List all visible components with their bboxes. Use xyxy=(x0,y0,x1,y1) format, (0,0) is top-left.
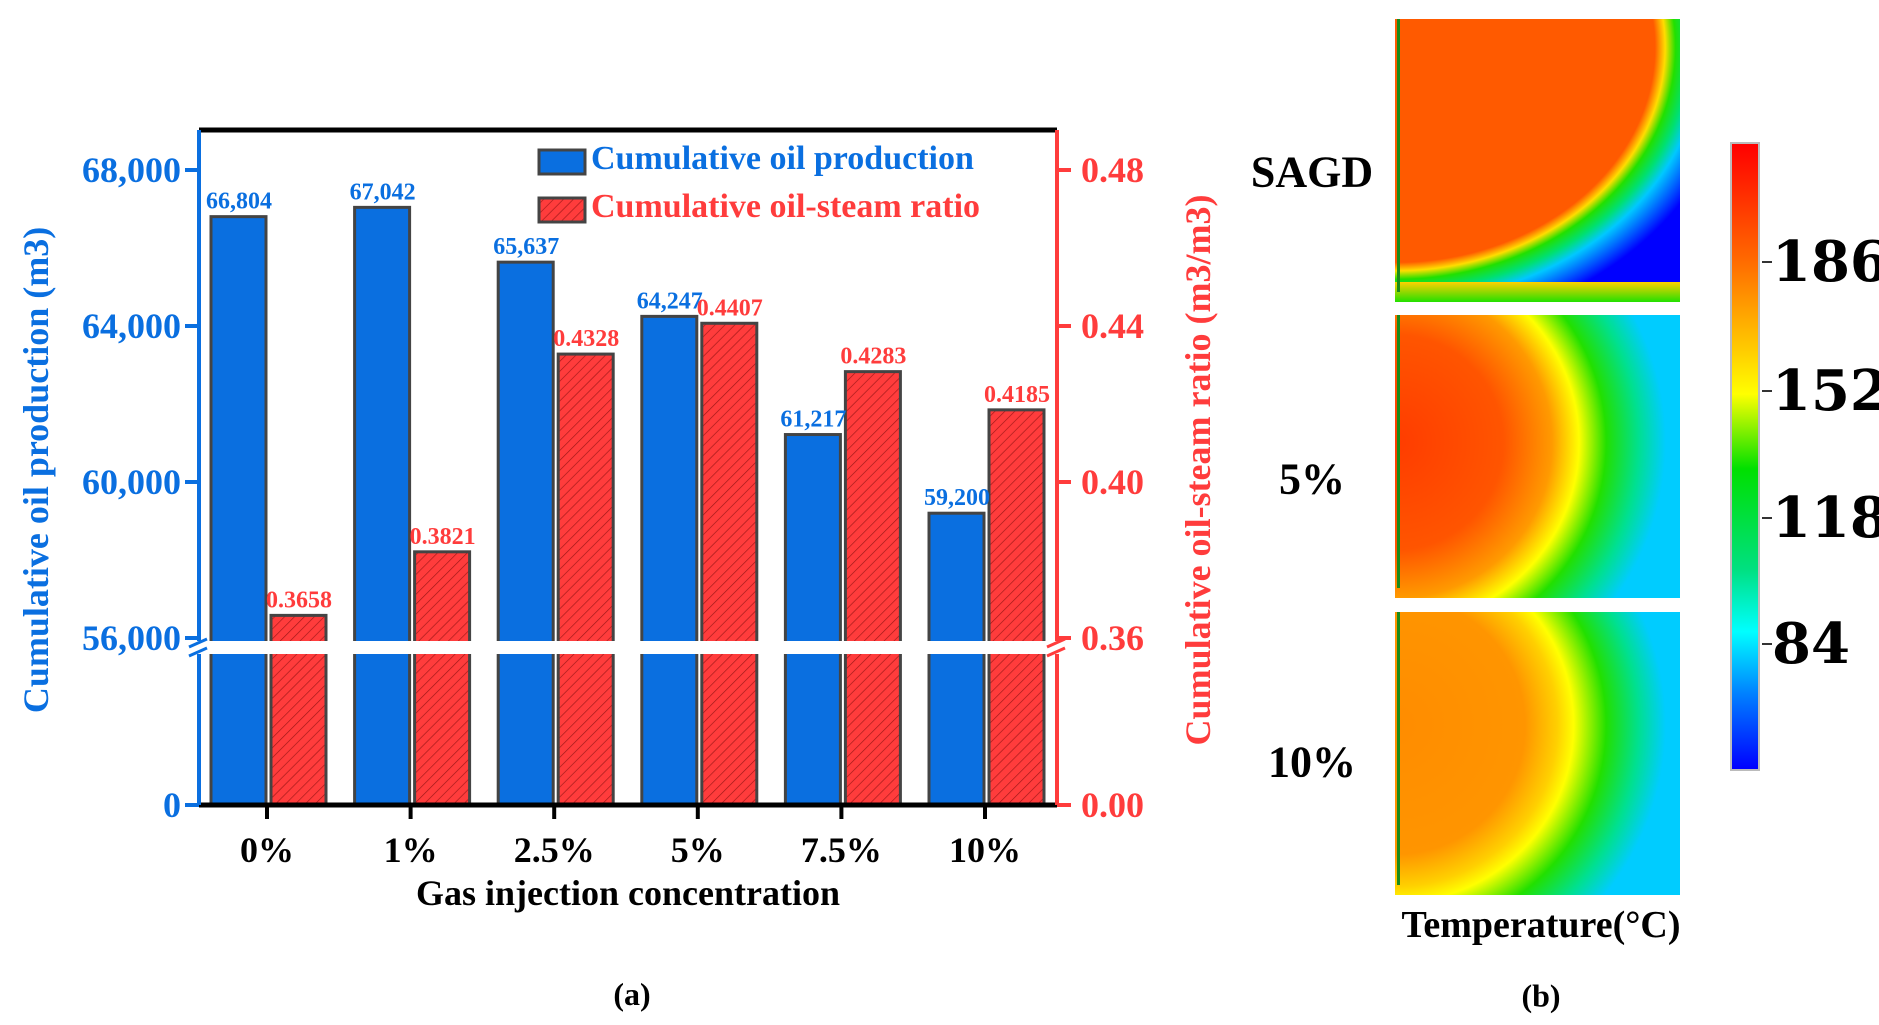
colorbar-label-84: 84 xyxy=(1772,611,1850,677)
colorbar-title: Temperature(°C) xyxy=(1401,904,1681,946)
bar-oil-production xyxy=(496,260,555,807)
data-label-oil-production: 66,804 xyxy=(206,189,272,215)
axis-break-mark-right xyxy=(1046,637,1066,658)
bar-oil-production xyxy=(353,205,412,807)
y-tick-label: 56,000 xyxy=(82,618,181,658)
x-tick-label: 5% xyxy=(671,830,725,870)
colorbar-tick xyxy=(1762,643,1772,645)
x-axis-title: Gas injection concentration xyxy=(416,873,840,913)
data-label-oil-steam-ratio: 0.4328 xyxy=(553,326,619,352)
axis-break-mark-left xyxy=(188,637,208,658)
y-tick-label: 64,000 xyxy=(82,306,181,346)
x-tick-label: 7.5% xyxy=(801,830,882,870)
colorbar-label-152: 152 xyxy=(1772,358,1879,424)
y-tick-label: 68,000 xyxy=(82,150,181,190)
y2-axis-title-text: Cumulative oil-steam ratio (m3/m3) xyxy=(1178,195,1218,746)
colorbar-tick xyxy=(1762,261,1772,263)
data-label-oil-steam-ratio: 0.4283 xyxy=(840,344,906,370)
colorbar-tick xyxy=(1762,517,1772,519)
y2-tick-label: 0.48 xyxy=(1081,150,1144,190)
heatmap-sagd xyxy=(1395,19,1680,302)
colorbar-tick xyxy=(1762,390,1772,392)
data-label-oil-steam-ratio: 0.3658 xyxy=(266,587,332,613)
data-label-oil-production: 59,200 xyxy=(924,485,990,511)
bar-oil-production xyxy=(783,433,842,807)
bar-oil-steam-ratio xyxy=(413,550,472,807)
y2-tick-label: 0.00 xyxy=(1081,785,1144,825)
bar-oil-production xyxy=(209,215,268,807)
bar-oil-production xyxy=(640,314,699,807)
legend-label-oil-production: Cumulative oil production xyxy=(591,140,974,177)
bar-oil-steam-ratio xyxy=(700,321,759,807)
legend-swatch-oil-steam-ratio xyxy=(537,196,587,224)
x-tick-label: 1% xyxy=(384,830,438,870)
bar-chart: 66,804 0.3658 0% 67,042 0.3821 1% 65,637 0.4328… xyxy=(16,127,1218,1012)
x-tick-label: 2.5% xyxy=(514,830,595,870)
bar-oil-steam-ratio xyxy=(556,352,615,807)
heatmap-sagd-bottom-band xyxy=(1395,282,1680,302)
y2-axis-title: Cumulative oil-steam ratio (m3/m3) xyxy=(1178,195,1218,746)
heatmap-5pct xyxy=(1395,315,1680,598)
panel-label-b: (b) xyxy=(1521,977,1561,1014)
data-label-oil-production: 67,042 xyxy=(350,179,416,205)
heatmap-10pct xyxy=(1395,612,1680,895)
x-tick-label: 10% xyxy=(949,830,1021,870)
colorbar xyxy=(1730,142,1760,771)
colorbar-label-118: 118 xyxy=(1772,485,1879,551)
data-label-oil-steam-ratio: 0.4185 xyxy=(984,382,1050,408)
y-tick-label: 60,000 xyxy=(82,462,181,502)
y2-tick-label: 0.44 xyxy=(1081,306,1144,346)
well-line xyxy=(1397,315,1400,588)
heatmap-label-10pct: 10% xyxy=(1268,737,1356,787)
data-label-oil-production: 64,247 xyxy=(637,288,703,314)
y2-tick-label: 0.36 xyxy=(1081,618,1144,658)
heatmap-label-5pct: 5% xyxy=(1279,454,1345,504)
data-label-oil-production: 61,217 xyxy=(780,407,846,433)
y-axis-title-text: Cumulative oil production (m3) xyxy=(16,227,56,713)
heatmap-label-sagd: SAGD xyxy=(1250,147,1374,197)
data-label-oil-steam-ratio: 0.4407 xyxy=(697,295,763,321)
axis-break-band xyxy=(189,641,1067,654)
y-axis-title: Cumulative oil production (m3) xyxy=(16,227,56,713)
data-label-oil-production: 65,637 xyxy=(493,234,559,260)
well-line xyxy=(1397,612,1400,885)
y2-tick-label: 0.40 xyxy=(1081,462,1144,502)
bar-oil-production xyxy=(927,511,986,807)
data-label-oil-steam-ratio: 0.3821 xyxy=(410,524,476,550)
bar-oil-steam-ratio xyxy=(987,408,1046,807)
legend-swatch-oil-production xyxy=(537,148,587,176)
y-tick-label: 0 xyxy=(163,785,181,825)
legend-label-oil-steam-ratio: Cumulative oil-steam ratio xyxy=(591,188,980,225)
colorbar-label-186: 186 xyxy=(1772,229,1879,295)
x-tick-label: 0% xyxy=(240,830,294,870)
well-line xyxy=(1397,19,1400,292)
panel-label-a: (a) xyxy=(613,976,650,1012)
bar-oil-steam-ratio xyxy=(843,370,902,807)
